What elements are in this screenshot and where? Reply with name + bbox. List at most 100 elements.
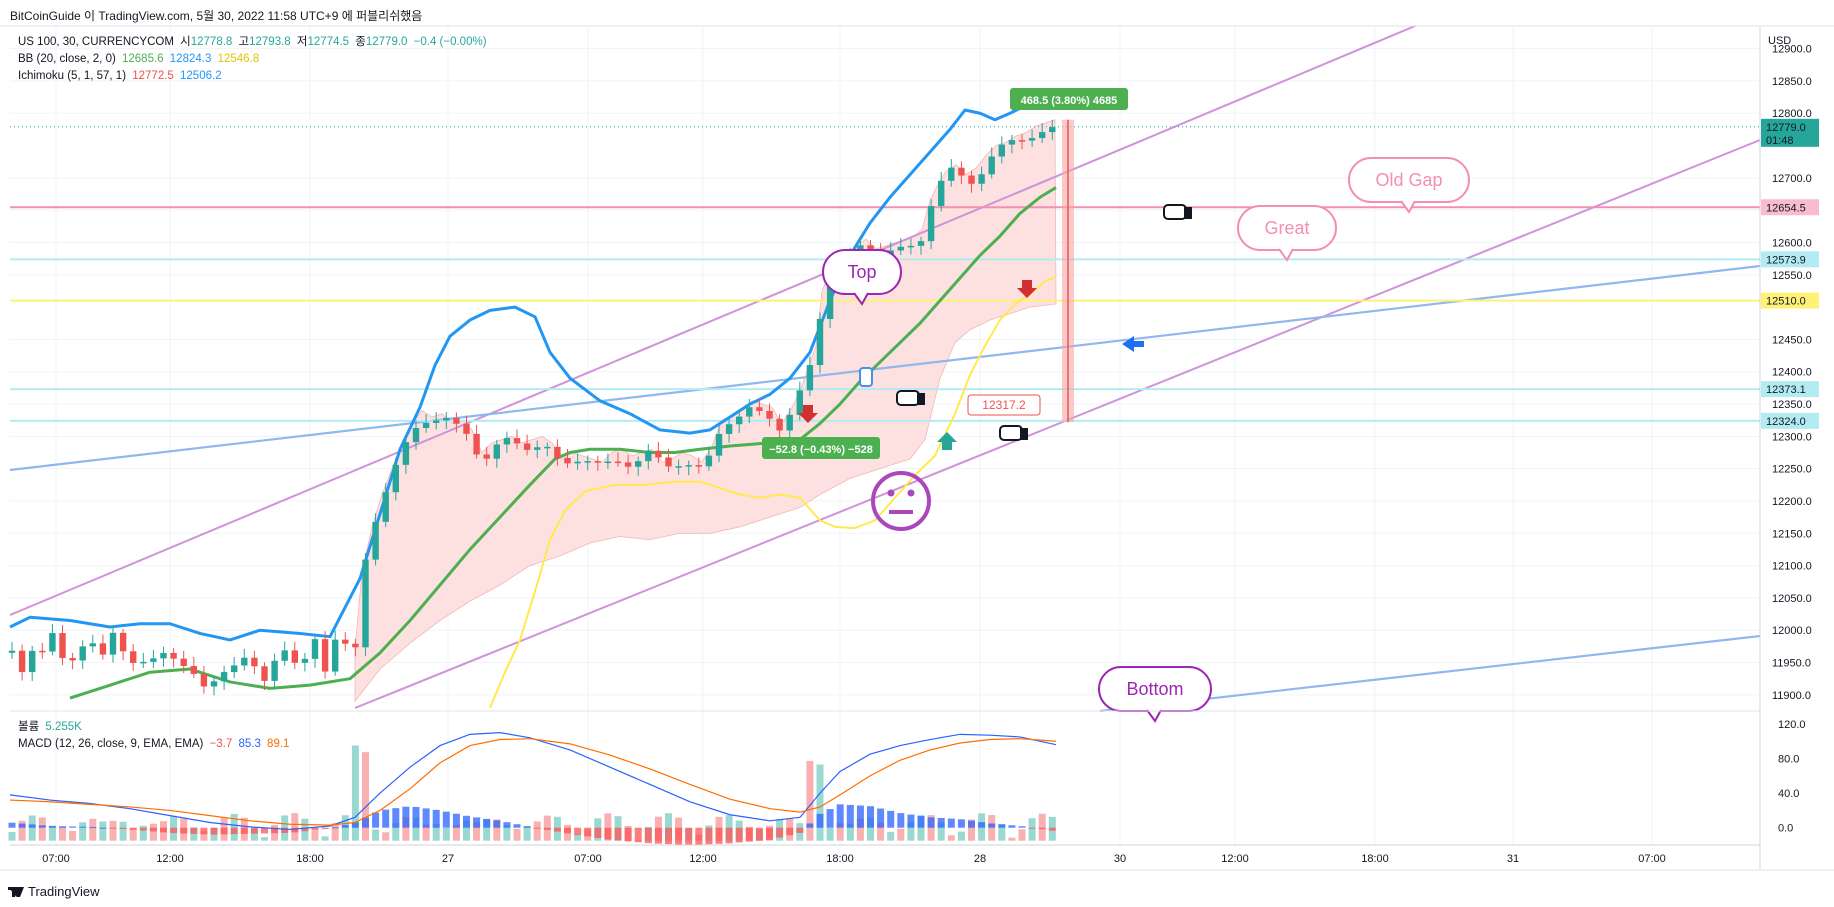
volume-bar [28, 815, 36, 841]
macd-hist-bar [685, 827, 693, 845]
range-label-box [1010, 88, 1128, 110]
candle-body [655, 450, 662, 458]
volume-bar [998, 824, 1006, 841]
legend-macd-row: MACD (12, 26, close, 9, EMA, EMA) −3.7 8… [18, 736, 289, 753]
volume-bar [947, 835, 955, 841]
candle-body [150, 658, 157, 662]
volume-bar [261, 837, 268, 841]
change-value: −0.4 (−0.00%) [413, 36, 487, 48]
candle-body [180, 658, 187, 667]
volume-bar [665, 813, 672, 841]
volume-bar [826, 827, 834, 841]
candle-body [705, 455, 713, 467]
volume-bar [846, 823, 854, 841]
price-tag-text: 12510.0 [1766, 296, 1806, 308]
macd-hist-bar [180, 827, 188, 834]
candle-body [998, 144, 1005, 157]
volume-bar [321, 836, 329, 841]
macd-hist-bar [149, 827, 157, 832]
footer[interactable]: TradingView [8, 884, 100, 899]
volume-label[interactable]: 볼륨 [18, 721, 40, 733]
currency-label: USD [1768, 35, 1791, 47]
macd-tick-label: 0.0 [1778, 823, 1793, 835]
candle-body [635, 461, 642, 467]
candle-body [130, 651, 137, 663]
candle-body [554, 446, 561, 459]
macd-hist-bar [311, 827, 319, 831]
macd-hist-bar [614, 827, 622, 841]
macd-hist-bar [442, 811, 450, 828]
macd-line [9, 732, 1057, 831]
y-tick-label: 12700.0 [1772, 173, 1812, 185]
volume-bar [917, 815, 925, 841]
volume-bar [442, 827, 450, 841]
candle-body [695, 465, 702, 467]
macd-tick-label: 80.0 [1778, 754, 1799, 766]
bb-label[interactable]: BB (20, close, 2, 0) [18, 53, 116, 65]
candle-body [69, 658, 76, 661]
candle-body [109, 632, 117, 655]
x-tick-label: 18:00 [826, 853, 854, 865]
candle-body [422, 422, 430, 429]
candle-body [261, 666, 268, 681]
volume-bar [1008, 837, 1016, 841]
macd-hist-bar [48, 826, 56, 828]
macd-hist-bar [109, 827, 117, 829]
volume-bar [897, 828, 905, 841]
macd-hist-bar [503, 822, 511, 828]
down-arrow-icon [1017, 280, 1037, 298]
x-tick-label: 18:00 [1361, 853, 1389, 865]
macd-hist-bar [170, 827, 178, 834]
bb-lower-band [489, 275, 1057, 709]
candle-body [958, 167, 965, 176]
volume-value: 5.255K [45, 721, 82, 733]
macd-hist-bar [240, 827, 248, 834]
face-eye-icon [887, 489, 895, 497]
candle-body [645, 450, 652, 462]
y-tick-label: 12350.0 [1772, 399, 1812, 411]
candle-body [39, 650, 46, 653]
macd-hist-bar [836, 804, 844, 828]
candle-body [463, 423, 470, 434]
macd-line-value: 85.3 [238, 738, 261, 750]
macd-hist-bar [483, 818, 491, 828]
macd-hist-bar [584, 827, 592, 837]
macd-hist-bar [129, 827, 137, 830]
macd-hist-bar [553, 827, 561, 832]
candle-body [382, 492, 389, 522]
candle-body [412, 428, 420, 443]
upper-channel-line [9, 25, 1416, 616]
candle-body [665, 457, 672, 467]
volume-bar [291, 813, 299, 841]
candle-body [231, 665, 238, 673]
ichimoku-label[interactable]: Ichimoku (5, 1, 57, 1) [18, 70, 127, 82]
pointing-hand-icon-cuff [1020, 428, 1028, 440]
price-tag-text: 12654.5 [1766, 202, 1806, 214]
candle-body [140, 661, 147, 664]
candle-body [8, 650, 16, 653]
volume-bar [513, 828, 521, 841]
candle-body [776, 418, 783, 431]
y-tick-label: 11950.0 [1772, 658, 1811, 670]
macd-hist-bar [968, 820, 975, 828]
macd-label[interactable]: MACD (12, 26, close, 9, EMA, EMA) [18, 738, 204, 750]
macd-hist-bar [755, 827, 763, 841]
volume-bar [473, 822, 481, 841]
volume-bar [331, 823, 339, 841]
volume-bar [836, 823, 844, 841]
volume-bar [311, 830, 319, 841]
macd-hist-bar [1038, 827, 1046, 830]
candle-body [513, 438, 521, 444]
x-tick-label: 31 [1507, 853, 1519, 865]
macd-hist-bar [867, 806, 874, 828]
small-range-box [762, 437, 880, 459]
top-bubble-text: Top [847, 262, 876, 282]
legend-price-row: US 100, 30, CURRENCYCOM 시12778.8 고12793.… [18, 36, 487, 48]
symbol-label[interactable]: US 100, 30, CURRENCYCOM [18, 36, 174, 48]
volume-bar [523, 826, 531, 841]
candle-body [119, 632, 127, 652]
volume-bar [402, 817, 410, 841]
macd-pane [8, 710, 1760, 845]
macd-hist-bar [705, 827, 713, 845]
